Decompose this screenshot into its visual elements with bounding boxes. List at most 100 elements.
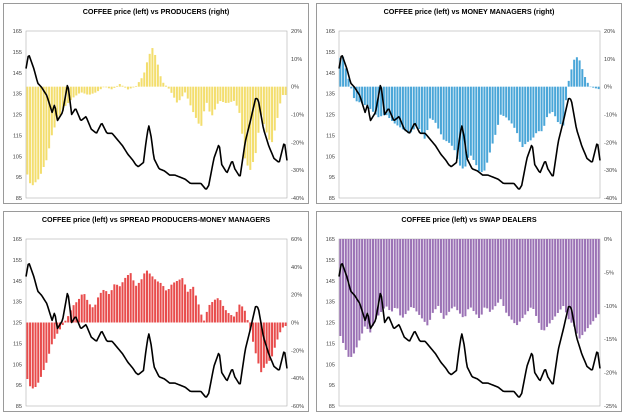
bar	[532, 86, 535, 138]
bar	[478, 239, 481, 318]
bar	[97, 86, 100, 92]
bar	[159, 282, 162, 323]
chart-title: COFFEE price (left) vs MONEY MANAGERS (r…	[384, 7, 555, 16]
bar	[350, 86, 353, 89]
bar	[377, 239, 380, 316]
bar-series	[339, 239, 600, 357]
bar	[355, 86, 358, 102]
plot-area	[25, 30, 288, 199]
bar	[584, 77, 587, 87]
bar	[110, 290, 113, 323]
bar	[426, 239, 429, 326]
bar	[393, 86, 396, 124]
bar	[243, 310, 246, 323]
left-axis-tick-label: 135	[13, 300, 22, 306]
bar	[227, 313, 230, 323]
bar	[113, 86, 116, 88]
bar	[216, 298, 219, 323]
bar	[586, 239, 589, 329]
bar	[510, 239, 513, 320]
bar	[350, 239, 353, 357]
bar	[486, 239, 489, 309]
bar	[34, 322, 37, 388]
bar	[284, 322, 287, 327]
bar	[344, 239, 347, 350]
bar	[342, 56, 345, 87]
bar	[551, 86, 554, 113]
bar	[537, 86, 540, 132]
bar	[156, 281, 159, 323]
bar	[382, 86, 385, 116]
chart-title: COFFEE price (left) vs SPREAD PRODUCERS-…	[42, 215, 271, 224]
bar	[132, 86, 135, 88]
bar	[488, 86, 491, 153]
bar	[592, 86, 595, 88]
bar	[429, 86, 432, 119]
right-axis-tick-label: 40%	[291, 265, 302, 271]
bar	[516, 86, 519, 134]
bar	[385, 86, 388, 116]
chart-svg-swap-dealers: COFFEE price (left) vs SWAP DEALERS 85 95…	[326, 215, 617, 410]
bar	[124, 86, 127, 88]
bar	[42, 86, 45, 168]
bar	[203, 320, 206, 323]
bar	[211, 86, 214, 116]
bar	[102, 86, 105, 88]
bar	[483, 239, 486, 308]
bar	[110, 86, 113, 90]
bar	[445, 86, 448, 142]
chart-svg-producers: COFFEE price (left) vs PRODUCERS (right)…	[13, 7, 304, 202]
right-axis-tick-label: 0%	[604, 237, 612, 243]
bar	[594, 239, 597, 318]
bar	[415, 239, 418, 312]
bar	[205, 311, 208, 323]
left-axis-tick-label: 115	[326, 133, 335, 139]
bar	[129, 86, 132, 89]
bar	[208, 86, 211, 112]
bar	[145, 62, 148, 87]
bar	[64, 320, 67, 323]
bar	[197, 86, 200, 124]
right-axis-tick-label: -10%	[604, 304, 617, 310]
left-axis-tick-label: 85	[329, 196, 335, 202]
bar	[118, 84, 121, 87]
bar	[589, 239, 592, 325]
bar	[254, 322, 257, 354]
bar	[369, 86, 372, 109]
bar	[570, 69, 573, 87]
bar	[121, 85, 124, 87]
bar	[137, 82, 140, 87]
bar	[578, 239, 581, 339]
bar	[29, 322, 32, 387]
bar	[581, 239, 584, 336]
right-axis-tick-label: 0%	[291, 321, 299, 327]
coffee-price-line	[25, 262, 288, 398]
bar	[573, 59, 576, 87]
bar	[483, 86, 486, 171]
bar	[58, 86, 61, 116]
left-axis-tick-label: 95	[329, 383, 335, 389]
bar	[559, 86, 562, 125]
bar	[491, 86, 494, 144]
bar	[380, 86, 383, 117]
right-axis-tick-label: -10%	[604, 113, 617, 119]
bar	[445, 239, 448, 316]
bar	[554, 239, 557, 317]
bar	[80, 294, 83, 323]
bar	[91, 86, 94, 94]
plot-area	[25, 238, 288, 407]
coffee-price-line	[338, 262, 601, 398]
bar	[97, 297, 100, 323]
bar	[135, 285, 138, 323]
left-axis-tick-label: 165	[13, 29, 22, 35]
left-axis-tick-label: 105	[326, 362, 335, 368]
bar	[189, 86, 192, 106]
bar	[518, 86, 521, 142]
bar	[252, 86, 255, 162]
bar	[543, 239, 546, 331]
bar	[535, 86, 538, 134]
bar	[281, 86, 284, 96]
bar	[548, 239, 551, 324]
bar	[268, 86, 271, 140]
right-axis-tick-label: -30%	[291, 168, 304, 174]
